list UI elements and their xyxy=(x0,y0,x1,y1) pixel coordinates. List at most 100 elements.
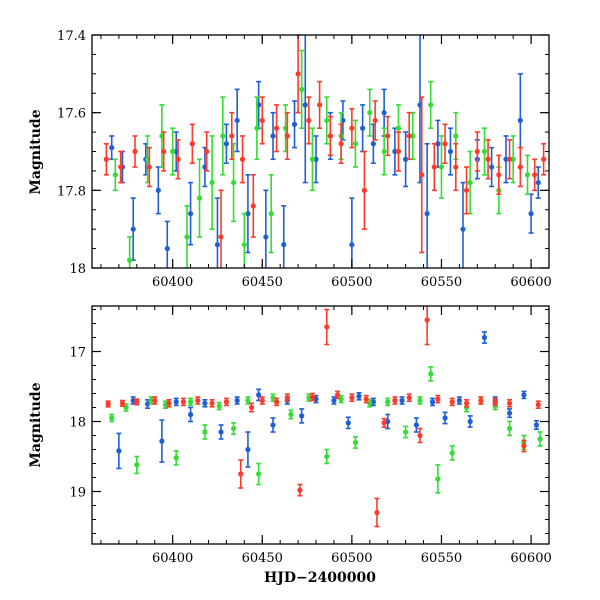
data-point xyxy=(381,417,387,428)
data-point xyxy=(449,397,455,407)
data-point xyxy=(442,123,448,164)
data-point xyxy=(204,131,210,172)
data-point xyxy=(259,396,265,405)
x-tick-label: 60500 xyxy=(331,275,372,290)
data-point xyxy=(209,398,215,408)
data-point xyxy=(196,158,203,238)
data-point xyxy=(533,419,540,431)
data-point xyxy=(270,417,276,433)
data-point xyxy=(537,431,543,447)
data-point xyxy=(367,88,373,137)
data-point xyxy=(429,397,436,407)
y-tick-label: 19 xyxy=(69,486,86,501)
data-point xyxy=(216,401,222,411)
data-point xyxy=(295,35,301,114)
series-blue xyxy=(109,35,541,268)
data-point xyxy=(460,181,466,268)
data-point xyxy=(146,146,152,188)
data-point xyxy=(118,150,124,184)
data-point xyxy=(521,390,527,400)
top-data-layer xyxy=(103,35,547,268)
data-point xyxy=(259,96,265,145)
data-point xyxy=(134,398,140,406)
data-point xyxy=(209,135,215,230)
data-point xyxy=(435,464,441,494)
data-point xyxy=(352,119,359,168)
data-point xyxy=(395,131,402,172)
data-point xyxy=(284,111,290,161)
data-point xyxy=(392,396,398,405)
data-point xyxy=(223,397,230,407)
data-point xyxy=(195,396,201,405)
data-point xyxy=(202,398,208,408)
x-tick-label: 60550 xyxy=(421,275,462,290)
data-point xyxy=(496,154,502,196)
data-point xyxy=(187,397,194,407)
data-point xyxy=(331,396,337,405)
data-point xyxy=(345,416,351,430)
y-tick-label: 17 xyxy=(69,346,86,361)
data-point xyxy=(170,127,176,176)
data-point xyxy=(453,142,459,192)
x-tick-label: 60400 xyxy=(152,275,193,290)
data-point xyxy=(435,119,441,168)
data-point xyxy=(173,450,179,466)
data-point xyxy=(361,150,368,230)
data-point xyxy=(166,398,172,408)
data-point xyxy=(218,189,224,268)
data-point xyxy=(297,483,303,497)
data-point xyxy=(234,396,240,405)
y-tick-label: 18 xyxy=(69,262,86,277)
data-point xyxy=(528,193,534,234)
data-point xyxy=(406,111,412,161)
data-point xyxy=(417,396,423,405)
data-point xyxy=(299,49,305,129)
data-point xyxy=(435,394,441,404)
x-tick-label: 60550 xyxy=(421,551,462,566)
data-point xyxy=(302,35,308,184)
series-green xyxy=(109,366,543,494)
data-point xyxy=(424,306,430,346)
data-point xyxy=(234,88,240,153)
data-point xyxy=(506,408,513,419)
data-point xyxy=(467,415,473,428)
data-point xyxy=(254,96,260,161)
data-point xyxy=(381,127,387,176)
data-point xyxy=(467,150,473,215)
series-blue xyxy=(116,331,540,470)
data-point xyxy=(134,455,140,475)
data-point xyxy=(349,107,355,149)
data-point xyxy=(187,181,194,246)
data-point xyxy=(256,462,262,486)
data-point xyxy=(327,115,333,157)
data-point xyxy=(144,398,151,410)
data-point xyxy=(524,154,531,196)
bottom-axes: 60400 60450 60500 60550 60600 17 18 19 xyxy=(69,306,552,566)
data-point xyxy=(428,80,434,129)
top-ylabel: Magnitude xyxy=(28,109,44,194)
data-point xyxy=(189,123,195,164)
data-point xyxy=(229,111,235,161)
data-point xyxy=(187,406,194,423)
x-tick-label: 60450 xyxy=(242,551,283,566)
data-point xyxy=(349,393,355,403)
data-point xyxy=(268,174,274,254)
data-point xyxy=(273,104,280,153)
data-point xyxy=(155,166,161,215)
data-point xyxy=(245,431,251,468)
x-tick-label: 60600 xyxy=(510,551,551,566)
data-point xyxy=(152,396,158,405)
data-point xyxy=(239,135,246,184)
data-point xyxy=(281,205,287,268)
data-point xyxy=(202,424,208,440)
data-point xyxy=(220,96,226,176)
series-red xyxy=(103,35,547,268)
data-point xyxy=(288,409,294,420)
data-point xyxy=(270,111,276,161)
data-point xyxy=(184,205,190,268)
data-point xyxy=(334,390,341,400)
data-point xyxy=(360,104,366,153)
data-point xyxy=(180,397,186,407)
data-point xyxy=(456,396,462,405)
